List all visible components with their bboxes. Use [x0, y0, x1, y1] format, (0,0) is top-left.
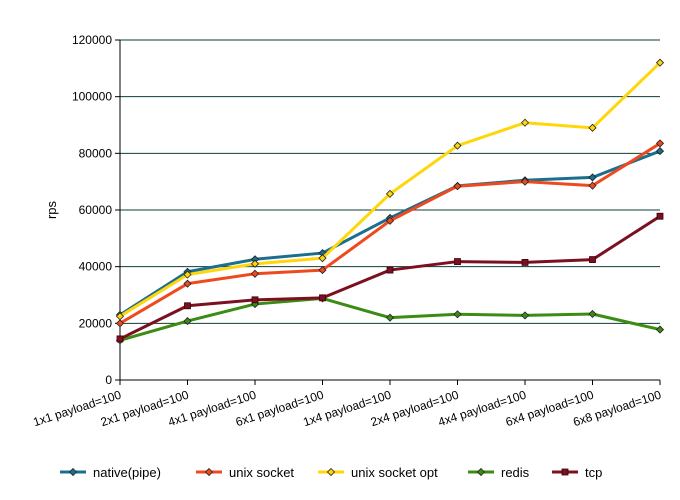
data-point — [588, 173, 597, 182]
data-point — [656, 212, 664, 220]
data-point — [655, 325, 665, 334]
legend-label: native(pipe) — [93, 465, 161, 480]
data-point — [588, 181, 597, 190]
data-point — [588, 309, 597, 319]
data-point — [318, 254, 327, 263]
data-point — [115, 312, 125, 321]
data-point — [453, 141, 462, 150]
data-point — [183, 279, 192, 288]
data-point — [453, 310, 462, 319]
data-point — [318, 266, 327, 275]
legend-label: redis — [501, 465, 530, 480]
data-point — [454, 258, 461, 265]
series-unix-socket-opt — [115, 58, 665, 321]
y-tick-label: 120000 — [72, 33, 112, 47]
data-point — [655, 147, 665, 156]
data-point — [183, 270, 192, 279]
data-point — [520, 311, 530, 320]
series-lines — [115, 58, 665, 345]
series-native-pipe- — [115, 147, 665, 319]
series-line — [119, 149, 661, 317]
legend-item: unix socket opt — [318, 465, 438, 480]
legend-item: unix socket — [196, 465, 294, 480]
legend-marker — [68, 467, 78, 477]
legend-item: native(pipe) — [60, 465, 161, 480]
y-tick-label: 20000 — [79, 316, 113, 330]
legend-marker — [476, 467, 486, 477]
data-point — [251, 296, 259, 304]
data-point — [250, 269, 260, 278]
data-point — [250, 259, 260, 268]
data-point — [116, 335, 124, 343]
data-point — [520, 177, 530, 186]
data-point — [319, 294, 326, 302]
series-line — [119, 61, 662, 318]
series-unix-socket — [115, 139, 665, 328]
y-tick-label: 0 — [105, 373, 112, 387]
series-tcp — [116, 212, 664, 343]
data-point — [655, 58, 665, 67]
data-point — [453, 182, 462, 191]
series-line — [119, 142, 661, 325]
legend: native(pipe) unix socket unix socket opt re… — [60, 465, 602, 480]
data-point — [386, 266, 394, 274]
legend-item: redis — [468, 465, 530, 480]
y-tick-label: 80000 — [79, 146, 113, 160]
data-point — [655, 139, 665, 148]
legend-item: tcp — [552, 465, 602, 480]
legend-marker — [204, 467, 214, 477]
data-point — [115, 319, 125, 328]
data-point — [589, 256, 596, 263]
data-point — [588, 123, 597, 132]
data-point — [184, 302, 191, 310]
data-point — [385, 216, 395, 225]
legend-marker — [561, 468, 569, 476]
y-tick-label: 100000 — [72, 90, 112, 104]
y-tick-label: 40000 — [79, 260, 113, 274]
legend-label: unix socket opt — [351, 465, 438, 480]
legend-marker — [326, 467, 336, 477]
data-point — [385, 189, 395, 198]
data-point — [521, 259, 529, 266]
data-point — [520, 118, 530, 127]
y-tick-label: 60000 — [79, 203, 113, 217]
data-point — [183, 317, 192, 326]
legend-label: unix socket — [229, 465, 294, 480]
series-redis — [115, 294, 665, 345]
y-axis-label: rps — [44, 200, 59, 219]
data-point — [385, 313, 395, 322]
legend-label: tcp — [585, 465, 602, 480]
